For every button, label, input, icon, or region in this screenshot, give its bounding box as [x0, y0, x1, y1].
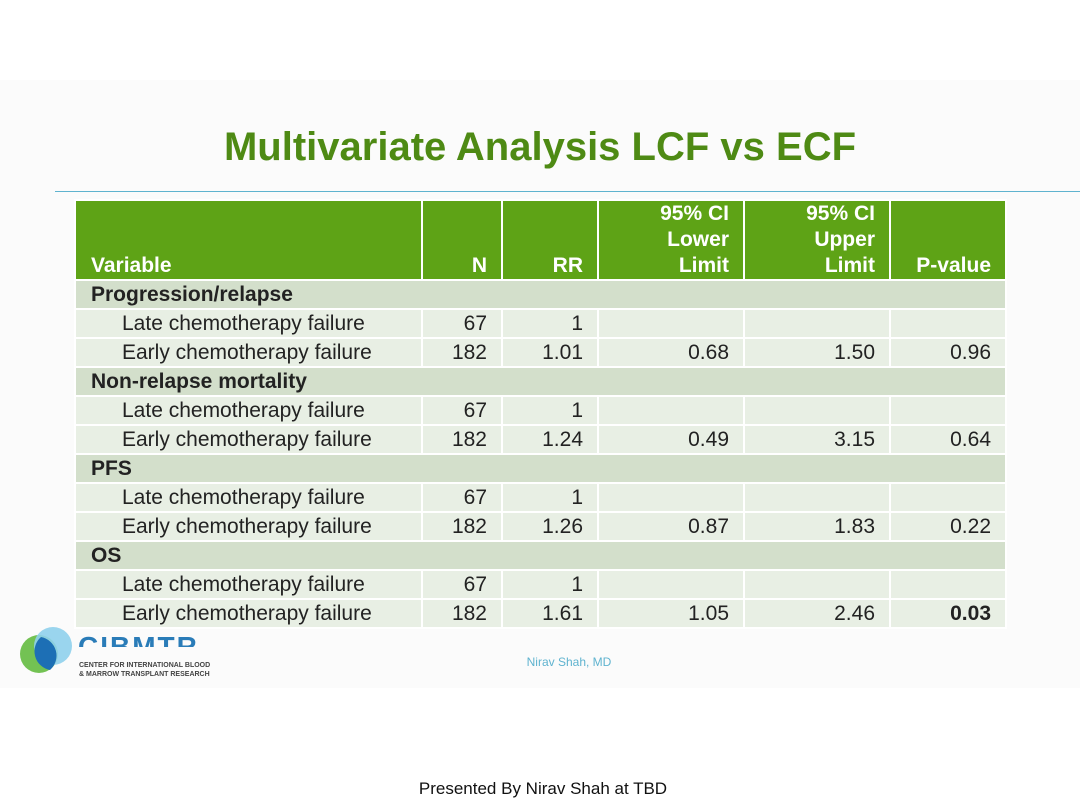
cell-pvalue — [889, 395, 1007, 426]
cell-ci-lower — [597, 569, 745, 600]
cell-variable: Early chemotherapy failure — [74, 511, 423, 542]
group-label: PFS — [74, 453, 1007, 484]
cibmtr-logo-icon — [20, 627, 72, 673]
cell-rr: 1 — [501, 569, 599, 600]
cell-ci-lower: 0.49 — [597, 424, 745, 455]
cell-n: 182 — [421, 337, 503, 368]
cell-ci-lower: 0.87 — [597, 511, 745, 542]
cell-ci-lower: 1.05 — [597, 598, 745, 629]
table-header-row: Variable N RR 95% CI Lower Limit 95% CI … — [74, 199, 1007, 281]
table-body: Progression/relapse Late chemotherapy fai… — [74, 279, 1007, 629]
header-rr: RR — [501, 199, 599, 281]
header-ci-upper-line2: Upper — [814, 228, 875, 251]
cell-rr: 1 — [501, 395, 599, 426]
cell-pvalue: 0.03 — [889, 598, 1007, 629]
logo-wordmark: CIBMTR — [78, 633, 199, 647]
cell-rr: 1.24 — [501, 424, 599, 455]
cell-ci-upper: 1.83 — [743, 511, 891, 542]
cell-n: 67 — [421, 482, 503, 513]
cell-n: 67 — [421, 308, 503, 339]
table-row: Early chemotherapy failure 182 1.24 0.49 3.1… — [74, 424, 1007, 455]
cell-n: 182 — [421, 598, 503, 629]
header-ci-lower-line1: 95% CI — [660, 202, 729, 225]
header-ci-lower: 95% CI Lower Limit — [597, 199, 745, 281]
cell-rr: 1.61 — [501, 598, 599, 629]
logo-subtitle: Center for International Blood & Marrow … — [79, 661, 210, 679]
group-row: PFS — [74, 453, 1007, 484]
table-row: Early chemotherapy failure 182 1.61 1.05 2.4… — [74, 598, 1007, 629]
cell-pvalue — [889, 482, 1007, 513]
cell-ci-lower — [597, 395, 745, 426]
slide-presenter-label: Nirav Shah, MD — [526, 655, 612, 669]
cell-ci-upper — [743, 482, 891, 513]
cell-ci-upper — [743, 569, 891, 600]
group-label: Non-relapse mortality — [74, 366, 1007, 397]
header-ci-upper-line3: Limit — [824, 254, 875, 277]
table-row: Early chemotherapy failure 182 1.01 0.68 1.5… — [74, 337, 1007, 368]
cell-n: 182 — [421, 511, 503, 542]
header-variable: Variable — [74, 199, 423, 281]
cell-variable: Early chemotherapy failure — [74, 337, 423, 368]
cell-pvalue: 0.64 — [889, 424, 1007, 455]
header-ci-upper-line1: 95% CI — [806, 202, 875, 225]
slide-title: Multivariate Analysis LCF vs ECF — [223, 125, 857, 169]
cell-variable: Late chemotherapy failure — [74, 395, 423, 426]
cell-ci-lower — [597, 482, 745, 513]
header-ci-lower-line3: Limit — [678, 254, 729, 277]
logo-subtitle-line2: & Marrow Transplant Research — [79, 671, 210, 678]
cell-n: 182 — [421, 424, 503, 455]
cell-pvalue — [889, 308, 1007, 339]
cell-pvalue — [889, 569, 1007, 600]
cell-variable: Late chemotherapy failure — [74, 569, 423, 600]
table-row: Late chemotherapy failure 67 1 — [74, 308, 1007, 339]
group-label: Progression/relapse — [74, 279, 1007, 310]
cell-pvalue: 0.96 — [889, 337, 1007, 368]
cell-ci-lower — [597, 308, 745, 339]
cell-n: 67 — [421, 569, 503, 600]
logo-subtitle-line1: Center for International Blood — [79, 662, 211, 669]
group-label: OS — [74, 540, 1007, 571]
cell-rr: 1 — [501, 482, 599, 513]
group-row: OS — [74, 540, 1007, 571]
table-row: Late chemotherapy failure 67 1 — [74, 569, 1007, 600]
header-ci-upper: 95% CI Upper Limit — [743, 199, 891, 281]
cell-variable: Late chemotherapy failure — [74, 308, 423, 339]
cell-ci-upper: 2.46 — [743, 598, 891, 629]
table-row: Early chemotherapy failure 182 1.26 0.87 1.8… — [74, 511, 1007, 542]
header-n: N — [421, 199, 503, 281]
group-row: Progression/relapse — [74, 279, 1007, 310]
group-row: Non-relapse mortality — [74, 366, 1007, 397]
cell-ci-lower: 0.68 — [597, 337, 745, 368]
cell-pvalue: 0.22 — [889, 511, 1007, 542]
header-pvalue: P-value — [889, 199, 1007, 281]
cell-variable: Early chemotherapy failure — [74, 424, 423, 455]
cell-ci-upper: 1.50 — [743, 337, 891, 368]
cell-ci-upper — [743, 395, 891, 426]
table-row: Late chemotherapy failure 67 1 — [74, 482, 1007, 513]
cell-rr: 1.26 — [501, 511, 599, 542]
cell-variable: Late chemotherapy failure — [74, 482, 423, 513]
cell-rr: 1.01 — [501, 337, 599, 368]
header-ci-lower-line2: Lower — [667, 228, 729, 251]
cell-rr: 1 — [501, 308, 599, 339]
cell-n: 67 — [421, 395, 503, 426]
table-row: Late chemotherapy failure 67 1 — [74, 395, 1007, 426]
cell-ci-upper: 3.15 — [743, 424, 891, 455]
title-divider — [55, 191, 1080, 192]
footer-presenter: Presented By Nirav Shah at TBD — [418, 779, 668, 798]
cell-variable: Early chemotherapy failure — [74, 598, 423, 629]
results-table: Variable N RR 95% CI Lower Limit 95% CI … — [74, 199, 1007, 629]
cell-ci-upper — [743, 308, 891, 339]
